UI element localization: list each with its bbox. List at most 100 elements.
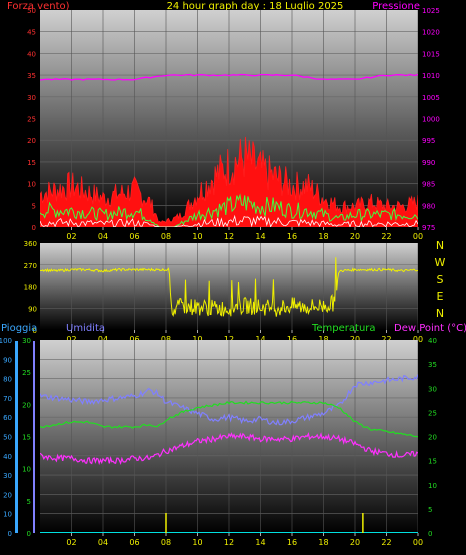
graph-title: 24 hour graph day : 18 Luglio 2025 [167,1,344,12]
temperature-tick-label: 10 [428,482,437,490]
pressure-tick-label: 1010 [422,72,440,80]
humidity-tick-label: 70 [3,395,12,403]
humidity-tick-label: 80 [3,376,12,384]
pressure-tick-label: 980 [422,202,435,210]
compass-label: S [437,273,444,286]
x-tick-label: 14 [255,538,265,547]
x-tick-label: 20 [350,335,360,344]
wind-gust-series [40,136,418,227]
x-tick-label: 08 [161,538,171,547]
dewpoint-axis-label: Dew Point (°C) [394,323,466,334]
wind-tick-label: 40 [27,50,36,58]
wind-tick-label: 50 [27,7,36,15]
wind-tick-label: 0 [32,224,36,232]
wind-tick-label: 10 [27,181,36,189]
wind-speed-series [40,193,418,227]
x-tick-label: 06 [129,335,139,344]
x-tick-label: 02 [66,232,76,241]
x-tick-label: 02 [66,335,76,344]
direction-tick-label: 360 [24,240,37,248]
pressure-tick-label: 975 [422,224,435,232]
rain-axis-bar [15,341,18,533]
pressure-tick-label: 1005 [422,94,440,102]
x-tick-label: 20 [350,232,360,241]
wind-tick-label: 45 [27,29,36,37]
temperature-tick-label: 40 [428,337,437,345]
wind-tick-label: 30 [27,94,36,102]
x-tick-label: 20 [350,538,360,547]
pressure-tick-label: 1015 [422,50,440,58]
x-tick-label: 16 [287,538,297,547]
rain-axis-label: Pioggia [1,323,37,334]
rain-tick-label: 30 [22,337,31,345]
humidity-tick-label: 30 [3,472,12,480]
x-tick-label: 08 [161,232,171,241]
wind-axis-label: Forza vento) [7,1,70,12]
x-tick-label: 08 [161,335,171,344]
pressure-tick-label: 995 [422,137,435,145]
humidity-tick-label: 40 [3,453,12,461]
x-tick-label: 10 [192,538,202,547]
x-tick-label: 06 [129,232,139,241]
rain-tick-label: 15 [22,434,31,442]
humidity-tick-label: 60 [3,414,12,422]
pressure-tick-label: 985 [422,181,435,189]
humidity-tick-label: 0 [8,530,12,538]
x-tick-label: 22 [381,335,391,344]
pressure-series [40,73,418,81]
x-tick-label: 00 [413,335,423,344]
humidity-series [40,374,418,426]
wind-tick-label: 20 [27,137,36,145]
temperature-axis-label: Temperatura [311,323,376,334]
x-tick-label: 10 [192,232,202,241]
humidity-tick-label: 10 [3,511,12,519]
x-tick-label: 14 [255,335,265,344]
humidity-tick-label: 90 [3,356,12,364]
wind-tick-label: 5 [32,202,36,210]
temperature-series [40,400,418,438]
pressure-tick-label: 990 [422,159,435,167]
rain-tick-label: 20 [22,401,31,409]
x-tick-label: 18 [318,335,328,344]
humidity-tick-label: 50 [3,434,12,442]
compass-label: E [437,290,444,303]
wind-tick-label: 15 [27,159,36,167]
x-tick-label: 14 [255,232,265,241]
temperature-tick-label: 35 [428,361,437,369]
x-tick-label: 12 [224,232,234,241]
x-tick-label: 00 [413,538,423,547]
pressure-tick-label: 1000 [422,116,440,124]
x-tick-label: 02 [66,538,76,547]
x-tick-label: 12 [224,335,234,344]
pressure-axis-label: Pressione [372,1,420,12]
rain-tick-label: 0 [27,530,31,538]
x-tick-label: 04 [98,335,108,344]
x-tick-label: 22 [381,232,391,241]
dewpoint-series [40,432,418,466]
pressure-tick-label: 1025 [422,7,440,15]
x-tick-label: 10 [192,335,202,344]
wind-tick-label: 25 [27,116,36,124]
humidity-tick-label: 20 [3,491,12,499]
temperature-tick-label: 0 [428,530,432,538]
temperature-tick-label: 5 [428,506,432,514]
x-tick-label: 16 [287,232,297,241]
x-tick-label: 04 [98,538,108,547]
x-tick-label: 22 [381,538,391,547]
rain-tick-label: 10 [22,466,31,474]
compass-label: N [436,239,444,252]
x-tick-label: 00 [413,232,423,241]
humidity-axis-bar [33,341,35,533]
x-tick-label: 18 [318,538,328,547]
temperature-tick-label: 15 [428,458,437,466]
x-tick-label: 04 [98,232,108,241]
compass-label: N [436,307,444,320]
direction-tick-label: 180 [24,284,37,292]
rain-tick-label: 25 [22,369,31,377]
x-tick-label: 06 [129,538,139,547]
direction-tick-label: 0 [33,327,37,335]
compass-label: W [435,256,446,269]
wind-direction-series [40,257,418,318]
wind-lull-series [40,214,418,227]
